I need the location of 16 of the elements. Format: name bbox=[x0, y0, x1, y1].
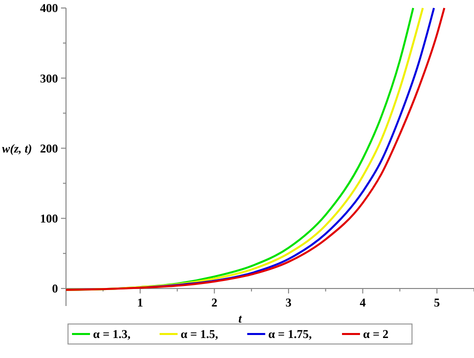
x-tick-label: 1 bbox=[137, 295, 144, 310]
y-tick-label: 0 bbox=[52, 282, 58, 296]
legend-label: α = 1.75, bbox=[268, 327, 312, 342]
y-tick-label: 400 bbox=[40, 1, 58, 16]
x-tick-label: 2 bbox=[211, 295, 218, 310]
x-tick-label: 4 bbox=[360, 295, 366, 310]
legend-label: α = 1.3, bbox=[93, 327, 131, 342]
y-tick-label: 200 bbox=[40, 141, 58, 156]
legend-label: α = 1.5, bbox=[180, 327, 218, 342]
y-tick-label: 300 bbox=[40, 71, 58, 86]
legend-label: α = 2 bbox=[363, 327, 389, 342]
y-tick-label: 100 bbox=[40, 212, 58, 226]
x-axis-title: t bbox=[238, 311, 242, 326]
y-axis-title: w(z, t) bbox=[2, 141, 32, 156]
x-tick-label: 3 bbox=[286, 295, 292, 310]
x-tick-label: 5 bbox=[434, 295, 440, 310]
